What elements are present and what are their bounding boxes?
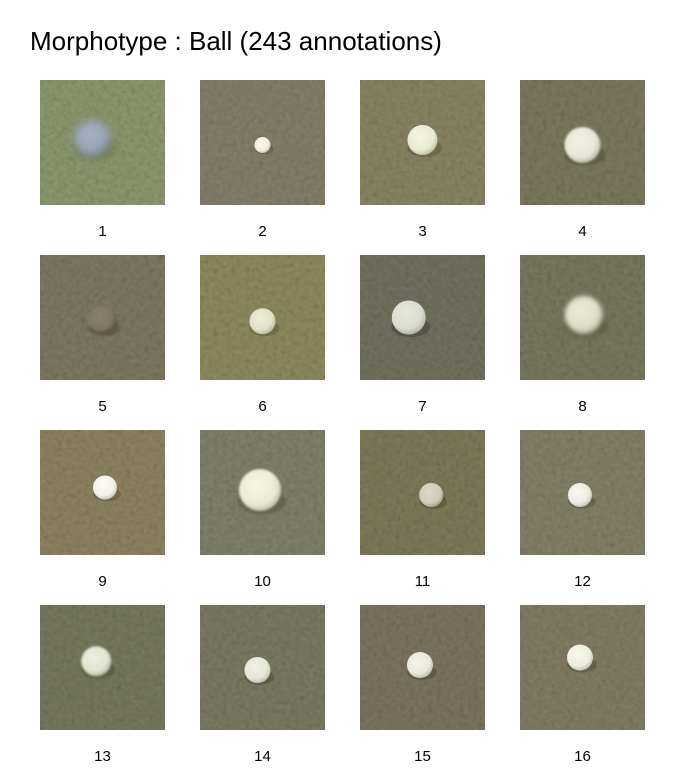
thumbnail-caption: 2 (258, 223, 267, 240)
specimen-thumbnail (360, 255, 485, 380)
specimen-thumbnail (40, 255, 165, 380)
ball-specimen (239, 469, 281, 511)
specimen-thumbnail (200, 255, 325, 380)
specimen-thumbnail (360, 430, 485, 555)
thumbnail-caption: 6 (258, 398, 267, 415)
thumbnail-caption: 15 (414, 748, 431, 765)
ball-specimen (81, 646, 112, 677)
specimen-image (520, 605, 645, 730)
ball-specimen (93, 475, 117, 500)
specimen-thumbnail (520, 80, 645, 205)
ball-specimen (564, 127, 601, 163)
ball-specimen (407, 125, 438, 155)
specimen-image (40, 255, 165, 380)
ball-specimen (74, 120, 111, 157)
specimen-thumbnail (520, 255, 645, 380)
specimen-image (360, 255, 485, 380)
ball-specimen (564, 296, 603, 334)
thumbnail-caption: 10 (254, 573, 271, 590)
thumbnail-caption: 16 (574, 748, 591, 765)
ball-specimen (244, 657, 271, 683)
ball-specimen (249, 308, 276, 335)
thumbnail-caption: 12 (574, 573, 591, 590)
thumbnail-caption: 14 (254, 748, 271, 765)
ball-specimen (88, 306, 117, 334)
thumbnail-caption: 9 (98, 573, 107, 590)
thumbnail-caption: 5 (98, 398, 107, 415)
page-title: Morphotype : Ball (243 annotations) (30, 26, 442, 56)
ball-specimen (254, 137, 271, 153)
thumbnail-caption: 1 (98, 223, 107, 240)
specimen-thumbnail (200, 80, 325, 205)
specimen-thumbnail (360, 80, 485, 205)
specimen-thumbnail (360, 605, 485, 730)
specimen-image (360, 605, 485, 730)
ball-specimen (391, 300, 426, 335)
ball-specimen (568, 483, 592, 507)
ball-specimen (567, 644, 593, 671)
specimen-thumbnail (520, 430, 645, 555)
thumbnail-caption: 3 (418, 223, 427, 240)
specimen-image (360, 430, 485, 555)
specimen-image (200, 80, 325, 205)
ball-specimen (407, 652, 433, 678)
specimen-image (520, 255, 645, 380)
thumbnail-caption: 11 (414, 573, 431, 590)
specimen-thumbnail (200, 605, 325, 730)
specimen-image (360, 80, 485, 205)
specimen-thumbnail (200, 430, 325, 555)
specimen-thumbnail (520, 605, 645, 730)
specimen-image (200, 605, 325, 730)
specimen-image (40, 80, 165, 205)
thumbnail-caption: 13 (94, 748, 111, 765)
thumbnail-caption: 7 (418, 398, 427, 415)
specimen-thumbnail (40, 605, 165, 730)
specimen-image (200, 255, 325, 380)
specimen-image (520, 80, 645, 205)
thumbnail-caption: 4 (578, 223, 587, 240)
thumbnail-caption: 8 (578, 398, 587, 415)
specimen-image (520, 430, 645, 555)
ball-specimen (419, 483, 444, 507)
specimen-image (40, 430, 165, 555)
specimen-thumbnail (40, 430, 165, 555)
specimen-image (40, 605, 165, 730)
specimen-thumbnail (40, 80, 165, 205)
specimen-image (200, 430, 325, 555)
